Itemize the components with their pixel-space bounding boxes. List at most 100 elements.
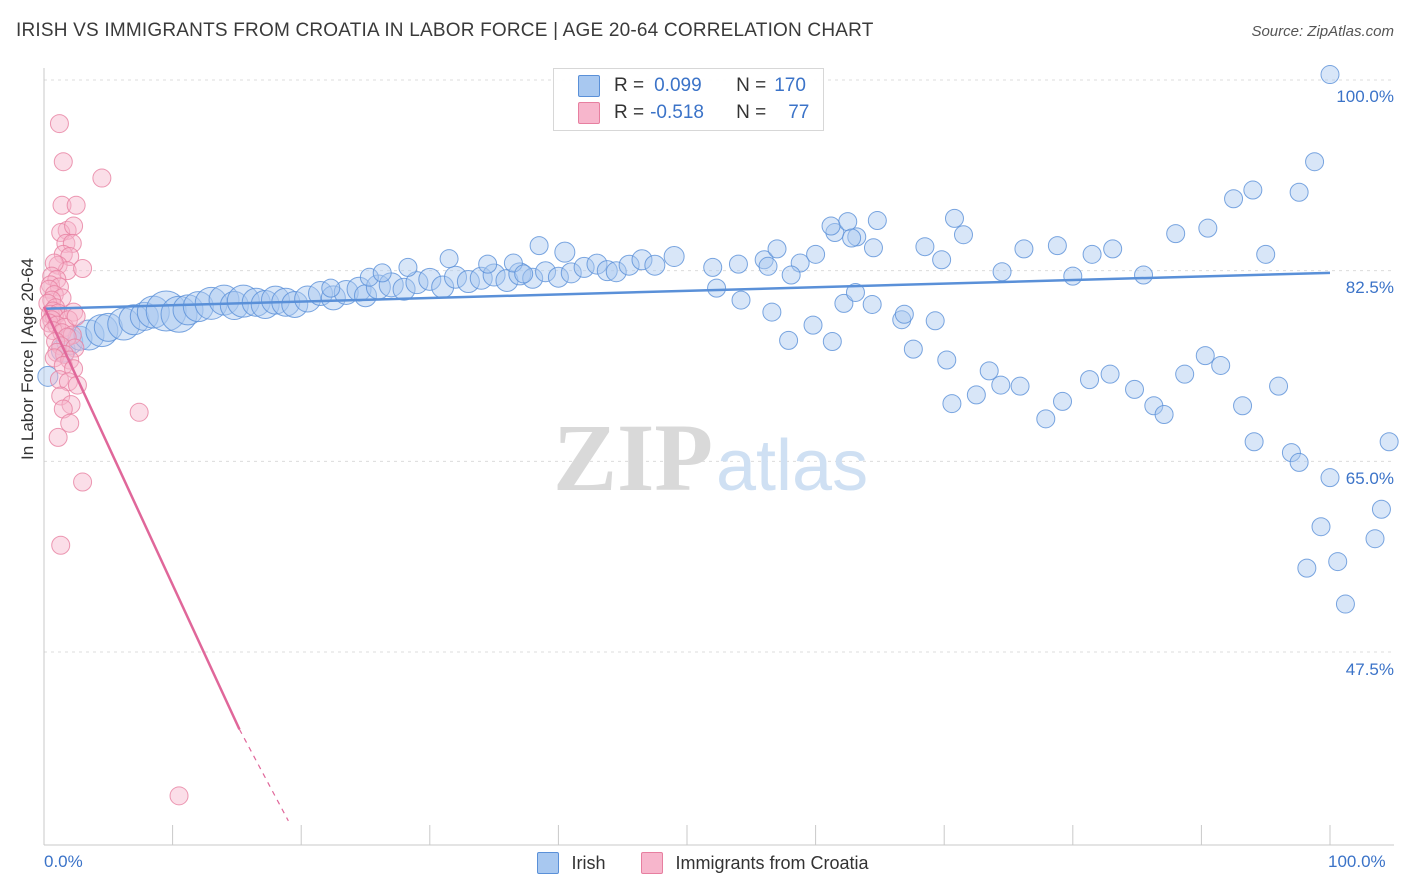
n-value: 170 [774, 75, 806, 96]
irish-point [979, 361, 999, 381]
irish-point [944, 208, 964, 228]
legend-row-irish: R = 0.099 N = 170 [578, 75, 806, 97]
irish-point [942, 394, 962, 414]
irish-point [806, 244, 826, 264]
y-tick-label: 82.5% [1345, 278, 1394, 297]
irish-point [937, 350, 957, 370]
y-axis-label: In Labor Force | Age 20-64 [18, 258, 37, 460]
irish-point [586, 253, 608, 275]
irish-point [226, 284, 260, 318]
n-label: N = [736, 75, 767, 96]
croatia-point [66, 195, 86, 215]
irish-point [903, 339, 923, 359]
irish-point [514, 264, 534, 284]
irish-point [618, 254, 640, 276]
watermark-zip: ZIP [553, 404, 713, 511]
irish-point [439, 249, 459, 269]
irish-point [1256, 244, 1276, 264]
irish-point [321, 278, 341, 298]
y-tick-label: 47.5% [1345, 660, 1394, 679]
legend-row-croatia: R = -0.518 N = 77 [578, 102, 809, 124]
irish-point [1269, 376, 1289, 396]
irish-point [1233, 396, 1253, 416]
irish-point [1010, 376, 1030, 396]
x-tick-label: 100.0% [1328, 852, 1386, 871]
irish-point [1365, 529, 1385, 549]
irish-point [1289, 452, 1309, 472]
irish-point [1134, 265, 1154, 285]
croatia-point [64, 216, 84, 236]
irish-point [1154, 404, 1174, 424]
irish-point [1082, 244, 1102, 264]
irish-point [1036, 409, 1056, 429]
irish-point [1125, 379, 1145, 399]
croatia-point [73, 258, 93, 278]
irish-point [953, 225, 973, 245]
irish-point [892, 310, 912, 330]
irish-point [631, 249, 653, 271]
irish-point [1328, 552, 1348, 572]
irish-point [1175, 364, 1195, 384]
n-label: N = [736, 102, 767, 123]
irish-point [728, 254, 748, 274]
croatia-point [52, 195, 72, 215]
irish-point [359, 267, 379, 287]
irish-point [118, 304, 150, 336]
irish-swatch [578, 75, 600, 97]
irish-point [781, 265, 801, 285]
irish-swatch [537, 852, 560, 874]
irish-point [398, 257, 418, 277]
irish-point [392, 277, 416, 301]
croatia-swatch [641, 852, 664, 874]
irish-point [731, 290, 751, 310]
croatia-point [49, 114, 69, 134]
croatia-point [66, 306, 86, 326]
irish-point [1211, 355, 1231, 375]
irish-point [1047, 236, 1067, 256]
croatia-point [73, 472, 93, 492]
watermark-atlas: atlas [716, 426, 868, 506]
irish-point [1281, 443, 1301, 463]
irish-point [842, 228, 862, 248]
croatia-point [92, 168, 112, 188]
croatia-point [48, 427, 68, 447]
legend-item-croatia[interactable]: Immigrants from Croatia [641, 852, 869, 874]
irish-point [482, 263, 506, 287]
irish-point [915, 237, 935, 257]
croatia-swatch [578, 102, 600, 124]
irish-point [535, 261, 557, 283]
croatia-point [129, 402, 149, 422]
croatia-point [60, 413, 80, 433]
r-value: -0.518 [650, 102, 704, 123]
irish-point [779, 330, 799, 350]
irish-point [1305, 152, 1325, 172]
r-value: 0.099 [654, 75, 702, 96]
irish-point [37, 365, 59, 387]
irish-point [1103, 239, 1123, 259]
croatia-trend-extension [238, 729, 289, 822]
irish-point [758, 256, 778, 276]
legend-item-irish[interactable]: Irish [537, 852, 605, 874]
source-label: Source: ZipAtlas.com [1251, 23, 1394, 40]
irish-point [1080, 370, 1100, 390]
irish-point [560, 262, 582, 284]
legend-label: Immigrants from Croatia [675, 852, 869, 873]
irish-point [707, 278, 727, 298]
legend-label: Irish [571, 852, 606, 873]
x-tick-label: 0.0% [44, 852, 83, 871]
irish-point [1014, 239, 1034, 259]
y-tick-label: 100.0% [1336, 87, 1394, 106]
irish-point [932, 250, 952, 270]
irish-point [821, 216, 841, 236]
irish-point [834, 293, 854, 313]
irish-point [444, 265, 468, 289]
irish-point [372, 263, 392, 283]
irish-point [508, 262, 532, 286]
n-value: 77 [788, 102, 810, 123]
croatia-point [47, 269, 67, 289]
irish-point [663, 246, 685, 268]
y-tick-label: 65.0% [1345, 469, 1394, 488]
irish-point [596, 260, 618, 282]
irish-point [767, 239, 787, 259]
